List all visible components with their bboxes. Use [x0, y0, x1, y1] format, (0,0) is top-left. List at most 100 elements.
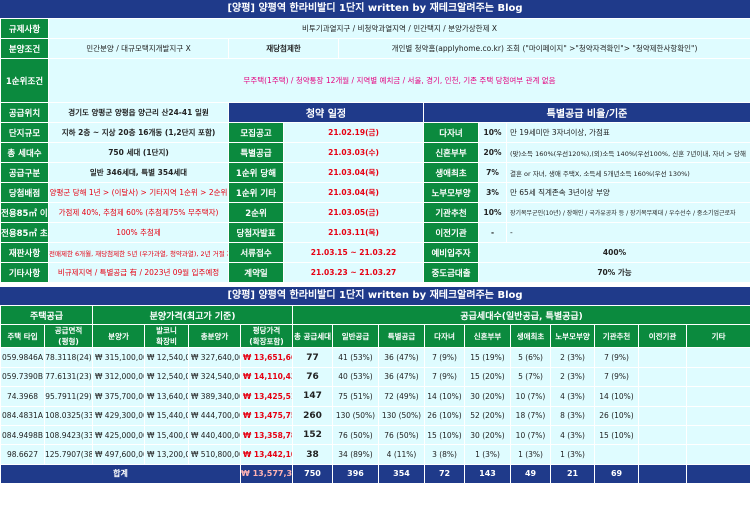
col-institution: 기관추천 [594, 324, 640, 349]
cell-multi-child: 3 (8%) [424, 444, 466, 465]
cell-type: 059.7390B [0, 366, 45, 388]
deposit-value: 400% [477, 242, 750, 263]
cell-general: 75 (51%) [332, 386, 380, 407]
cell-balcony: ₩ 12,540,000 [144, 347, 189, 368]
cell-type: 059.9846A [0, 347, 45, 368]
cell-pyeong-price: ₩ 13,475,758 [239, 405, 294, 426]
special-desc: 장기복무군인(10년) / 장애인 / 국가유공자 등 / 장기복무제대 / 우… [505, 202, 750, 223]
left-row-label: 공급구분 [0, 162, 49, 183]
schedule-header: 청약 일정 [228, 102, 424, 123]
cell-general: 40 (53%) [332, 366, 380, 388]
col-type: 주택 타입 [0, 324, 45, 349]
special-pct: - [478, 222, 507, 243]
cell-area: 108.0325(33) [44, 405, 93, 426]
special-desc: 만 19세미만 3자녀이상, 가점표 [505, 122, 750, 143]
cell-total-units: 77 [292, 347, 334, 368]
schedule-value: 21.02.19(금) [283, 122, 424, 143]
cell-type: 74.3968 [0, 386, 45, 407]
first-rank-value: 무주택(1주택) / 청약통장 12개월 / 지역별 예치금 / 서울, 경기,… [47, 58, 750, 103]
rewin-value: 개인별 청약홈(applyhome.co.kr) 조회 ("마이페이지" >"청… [337, 38, 750, 59]
col-total-price: 총분양가 [188, 324, 241, 349]
cell-price: ₩ 312,000,000 [92, 366, 145, 388]
left-row-value: 750 세대 (1단지) [48, 142, 229, 163]
cell-pyeong-price: ₩ 13,425,517 [239, 386, 294, 407]
loan-label: 중도금대출 [423, 262, 479, 283]
special-desc: 결혼 or 자녀, 생애 주택X, 소득세 5개년소득 160%(우선 130%… [505, 162, 750, 183]
cell-total-units: 152 [292, 424, 334, 446]
special-desc: 만 65세 직계존속 3년이상 부양 [505, 182, 750, 203]
schedule-value: 21.03.03(수) [283, 142, 424, 163]
cell-type: 084.9498B [0, 424, 45, 446]
schedule-value: 21.03.23 ~ 21.03.27 [283, 262, 424, 283]
cell-total-price: ₩ 440,400,000 [188, 424, 241, 446]
cell-balcony: ₩ 13,640,000 [144, 386, 189, 407]
cell-total-units: 76 [292, 366, 334, 388]
left-row-value: 양평군 당해 1년 > (이달사) > 기타지역 1순위 > 2순위 [48, 182, 229, 203]
schedule-label: 2순위 [228, 202, 284, 223]
sum-cell: 69 [594, 463, 640, 485]
supply-table: 주택공급 분양가격(최고가 기준) 공급세대수(일반공급, 특별공급) 주택 타… [0, 304, 750, 485]
col-special: 특별공급 [378, 324, 426, 349]
cell-newlywed: 15 (19%) [464, 347, 512, 368]
special-desc: (맞)소득 160%(우선120%),(외)소득 140%(우선100%, 신혼… [505, 142, 750, 163]
sum-row: 합계 ₩ 13,577,378 750 396 354 72 143 49 21… [0, 463, 750, 485]
cell-special: 4 (11%) [378, 444, 426, 465]
schedule-value: 21.03.04(목) [283, 162, 424, 183]
cell-price: ₩ 429,300,000 [92, 405, 145, 426]
cell-total-price: ₩ 389,340,000 [188, 386, 241, 407]
special-label: 신혼부부 [423, 142, 479, 163]
schedule-value: 21.03.11(목) [283, 222, 424, 243]
special-label: 노부모부양 [423, 182, 479, 203]
left-row-value: 비규제지역 / 특별공급 有 / 2023년 09월 입주예정 [48, 262, 229, 283]
cell-parents: 2 (3%) [550, 347, 596, 368]
special-header: 특별공급 비율/기준 [422, 102, 750, 123]
section-divider [0, 283, 750, 287]
cell-first-home: 5 (6%) [510, 347, 552, 368]
page-title-1: [양평] 양평역 한라비발디 1단지 written by 재테크알려주는 Bl… [0, 0, 750, 18]
deposit-label: 예비입주자 [423, 242, 479, 263]
group-units: 공급세대수(일반공급, 특별공급) [292, 304, 750, 326]
schedule-value: 21.03.15 ~ 21.03.22 [283, 242, 424, 263]
special-label: 다자녀 [423, 122, 479, 143]
left-row-label: 당첨배점 [0, 182, 49, 203]
sum-cell: 750 [292, 463, 334, 485]
cell-balcony: ₩ 13,200,000 [144, 444, 189, 465]
cell-relocated [638, 405, 688, 426]
cell-total-units: 147 [292, 386, 334, 407]
cell-multi-child: 7 (9%) [424, 366, 466, 388]
sum-cell: 354 [378, 463, 426, 485]
cell-parents: 8 (3%) [550, 405, 596, 426]
special-pct: 20% [478, 142, 507, 163]
cell-price: ₩ 315,100,000 [92, 347, 145, 368]
cell-newlywed: 1 (3%) [464, 444, 512, 465]
cell-area: 77.6131(23) [44, 366, 93, 388]
schedule-label: 당첨자발표 [228, 222, 284, 243]
cell-other [686, 444, 750, 465]
cell-institution: 7 (9%) [594, 347, 640, 368]
cell-balcony: ₩ 15,440,000 [144, 405, 189, 426]
cell-other [686, 405, 750, 426]
col-relocated: 이전기관 [638, 324, 688, 349]
col-multi-child: 다자녀 [424, 324, 466, 349]
left-row-value: 가점제 40%, 추첨제 60% (추첨제75% 무주택자) [48, 202, 229, 223]
cell-type: 98.6627 [0, 444, 45, 465]
left-row-label: 총 세대수 [0, 142, 49, 163]
cell-total-price: ₩ 324,540,000 [188, 366, 241, 388]
schedule-label: 모집공고 [228, 122, 284, 143]
cell-total-units: 38 [292, 444, 334, 465]
cell-special: 72 (49%) [378, 386, 426, 407]
cell-first-home: 5 (7%) [510, 366, 552, 388]
cell-total-units: 260 [292, 405, 334, 426]
special-label: 이전기관 [423, 222, 479, 243]
rewin-label: 재당첨제한 [228, 38, 339, 59]
sum-cell: 143 [464, 463, 512, 485]
regulation-value: 비투기과열지구 / 비청약과열지역 / 민간택지 / 분양가상한제 X [47, 18, 750, 39]
left-row-label: 기타사항 [0, 262, 49, 283]
cell-multi-child: 15 (10%) [424, 424, 466, 446]
cell-relocated [638, 347, 688, 368]
sum-label: 합계 [0, 463, 241, 485]
cell-pyeong-price: ₩ 13,651,667 [239, 347, 294, 368]
schedule-label: 서류접수 [228, 242, 284, 263]
